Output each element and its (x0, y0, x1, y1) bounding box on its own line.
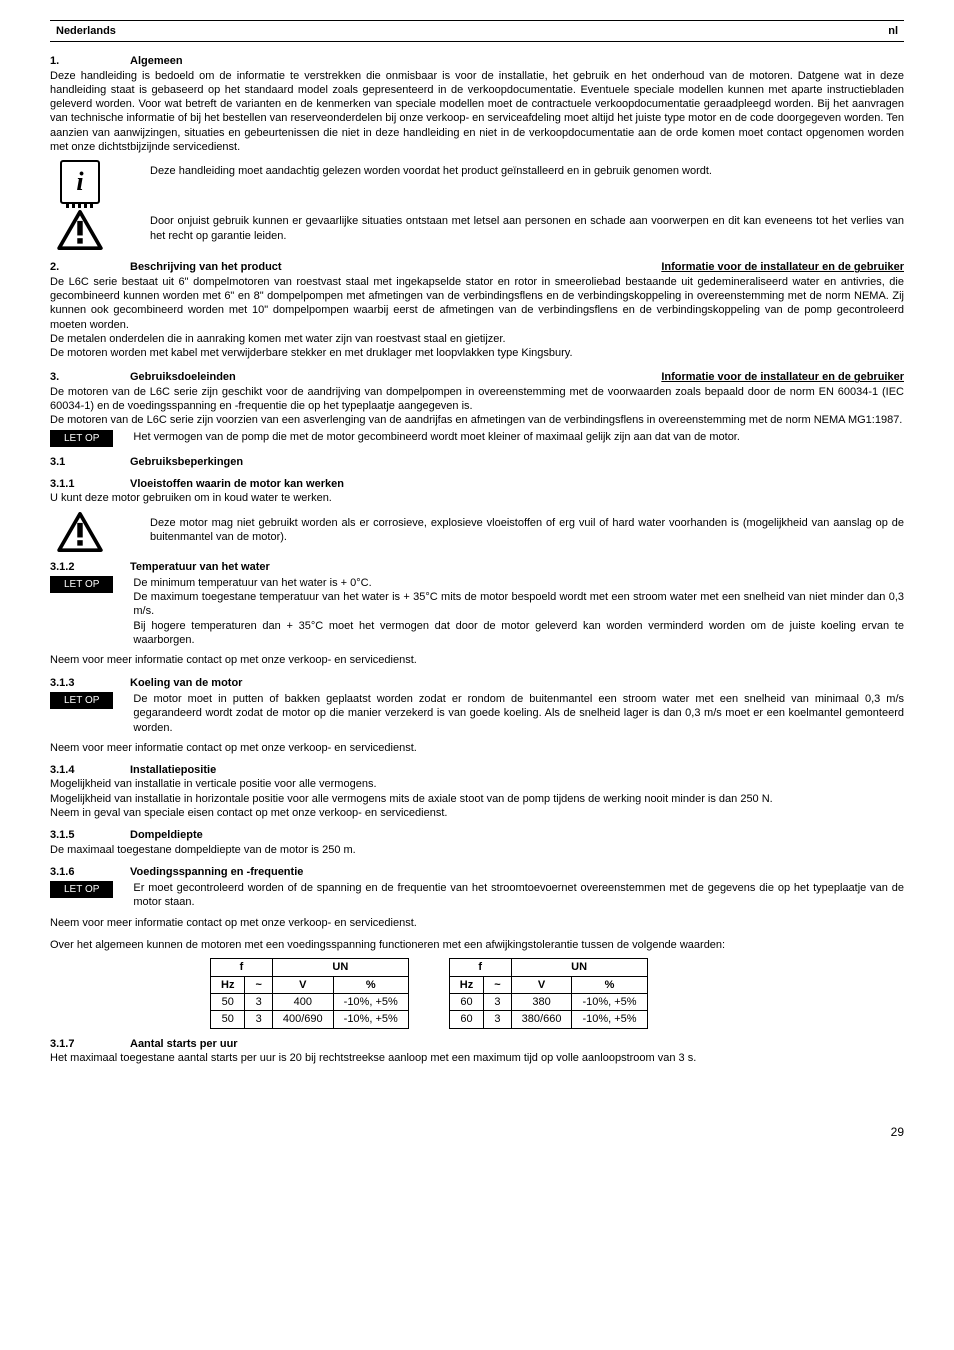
s315-header: 3.1.5Dompeldiepte (50, 828, 904, 842)
letop-text: Het vermogen van de pomp die met de moto… (133, 430, 904, 444)
sub-title: Koeling van de motor (130, 677, 242, 689)
s312-l1: De minimum temperatuur van het water is … (133, 576, 904, 590)
s311-p1: U kunt deze motor gebruiken om in koud w… (50, 491, 904, 505)
section-3-right: Informatie voor de installateur en de ge… (661, 370, 904, 384)
info-note-text: Deze handleiding moet aandachtig gelezen… (150, 160, 904, 178)
th-f: f (211, 959, 273, 976)
s313-letop-text: De motor moet in putten of bakken geplaa… (133, 692, 904, 735)
s2-p3: De motoren worden met kabel met verwijde… (50, 346, 904, 360)
th-hz: Hz (211, 976, 245, 993)
section-title: Gebruiksdoeleinden (130, 371, 236, 383)
s311-warn-row: Deze motor mag niet gebruikt worden als … (50, 512, 904, 552)
sub-num: 3.1.6 (50, 865, 130, 879)
section-2-right: Informatie voor de installateur en de ge… (661, 260, 904, 274)
s3-p1: De motoren van de L6C serie zijn geschik… (50, 385, 904, 414)
warning-note-text: Door onjuist gebruik kunnen er gevaarlij… (150, 210, 904, 243)
s316-letop: LET OP Er moet gecontroleerd worden of d… (50, 881, 904, 910)
section-num: 1. (50, 54, 130, 68)
s312-l2: De maximum toegestane temperatuur van he… (133, 590, 904, 619)
letop-badge: LET OP (50, 576, 113, 593)
s312-letop: LET OP De minimum temperatuur van het wa… (50, 576, 904, 647)
s312-foot: Neem voor meer informatie contact op met… (50, 653, 904, 667)
th-un: UN (511, 959, 647, 976)
sub-title: Dompeldiepte (130, 829, 203, 841)
language-name: Nederlands (56, 24, 116, 38)
section-3-header: 3.Gebruiksdoeleinden Informatie voor de … (50, 370, 904, 384)
voltage-table-left: f UN Hz ~ V % 503400-10%, +5% 503400/690… (210, 958, 409, 1028)
table-row: 603380/660-10%, +5% (449, 1011, 647, 1028)
letop-badge: LET OP (50, 692, 113, 709)
s312-l3: Bij hogere temperaturen dan + 35°C moet … (133, 619, 904, 648)
warning-icon (50, 512, 110, 552)
th-v: V (272, 976, 333, 993)
s2-p2: De metalen onderdelen die in aanraking k… (50, 332, 904, 346)
s313-letop: LET OP De motor moet in putten of bakken… (50, 692, 904, 735)
letop-badge: LET OP (50, 881, 113, 898)
section-1-body: Deze handleiding is bedoeld om de inform… (50, 69, 904, 155)
s317-p1: Het maximaal toegestane aantal starts pe… (50, 1051, 904, 1065)
sub-title: Voedingsspanning en -frequentie (130, 866, 303, 878)
th-pct: % (333, 976, 408, 993)
s3-letop: LET OP Het vermogen van de pomp die met … (50, 430, 904, 447)
s314-p2: Mogelijkheid van installatie in horizont… (50, 792, 904, 806)
sub-num: 3.1.5 (50, 828, 130, 842)
s312-header: 3.1.2Temperatuur van het water (50, 560, 904, 574)
table-row: 503400/690-10%, +5% (211, 1011, 409, 1028)
page-number: 29 (50, 1125, 904, 1141)
th-v: V (511, 976, 572, 993)
table-row: 503400-10%, +5% (211, 993, 409, 1010)
section-2-header: 2.Beschrijving van het product Informati… (50, 260, 904, 274)
s311-warn-text: Deze motor mag niet gebruikt worden als … (150, 512, 904, 545)
sub-num: 3.1.1 (50, 477, 130, 491)
voltage-tables: f UN Hz ~ V % 503400-10%, +5% 503400/690… (210, 956, 904, 1028)
info-icon: i (50, 160, 110, 204)
sub-title: Gebruiksbeperkingen (130, 456, 243, 468)
s316-header: 3.1.6Voedingsspanning en -frequentie (50, 865, 904, 879)
s312-letop-text: De minimum temperatuur van het water is … (133, 576, 904, 647)
th-tilde: ~ (245, 976, 272, 993)
language-header: Nederlands nl (50, 20, 904, 42)
th-pct: % (572, 976, 647, 993)
sub-num: 3.1.3 (50, 676, 130, 690)
info-note-row: i Deze handleiding moet aandachtig gelez… (50, 160, 904, 204)
th-tilde: ~ (484, 976, 511, 993)
voltage-table-right: f UN Hz ~ V % 603380-10%, +5% 603380/660… (449, 958, 648, 1028)
s315-p1: De maximaal toegestane dompeldiepte van … (50, 843, 904, 857)
section-num: 2. (50, 260, 130, 274)
s314-p1: Mogelijkheid van installatie in vertical… (50, 777, 904, 791)
section-num: 3. (50, 370, 130, 384)
sub-title: Temperatuur van het water (130, 561, 270, 573)
s313-header: 3.1.3Koeling van de motor (50, 676, 904, 690)
s313-foot: Neem voor meer informatie contact op met… (50, 741, 904, 755)
letop-badge: LET OP (50, 430, 113, 447)
sub-title: Installatiepositie (130, 764, 216, 776)
s2-p1: De L6C serie bestaat uit 6" dompelmotore… (50, 275, 904, 332)
th-hz: Hz (449, 976, 483, 993)
sub-num: 3.1.2 (50, 560, 130, 574)
th-un: UN (272, 959, 408, 976)
s314-p3: Neem in geval van speciale eisen contact… (50, 806, 904, 820)
sub-num: 3.1.7 (50, 1037, 130, 1051)
s31-header: 3.1Gebruiksbeperkingen (50, 455, 904, 469)
s317-header: 3.1.7Aantal starts per uur (50, 1037, 904, 1051)
warning-note-row: Door onjuist gebruik kunnen er gevaarlij… (50, 210, 904, 250)
s316-foot: Neem voor meer informatie contact op met… (50, 916, 904, 930)
s311-header: 3.1.1Vloeistoffen waarin de motor kan we… (50, 477, 904, 491)
s316-intro: Over het algemeen kunnen de motoren met … (50, 938, 904, 952)
table-row: 603380-10%, +5% (449, 993, 647, 1010)
section-1-header: 1.Algemeen (50, 54, 904, 68)
language-code: nl (888, 24, 898, 38)
sub-num: 3.1 (50, 455, 130, 469)
s316-letop-text: Er moet gecontroleerd worden of de spann… (133, 881, 904, 910)
section-title: Algemeen (130, 55, 183, 67)
s3-p2: De motoren van de L6C serie zijn voorzie… (50, 413, 904, 427)
s314-header: 3.1.4Installatiepositie (50, 763, 904, 777)
sub-title: Aantal starts per uur (130, 1038, 238, 1050)
section-title: Beschrijving van het product (130, 261, 282, 273)
sub-num: 3.1.4 (50, 763, 130, 777)
sub-title: Vloeistoffen waarin de motor kan werken (130, 478, 344, 490)
warning-icon (50, 210, 110, 250)
th-f: f (449, 959, 511, 976)
